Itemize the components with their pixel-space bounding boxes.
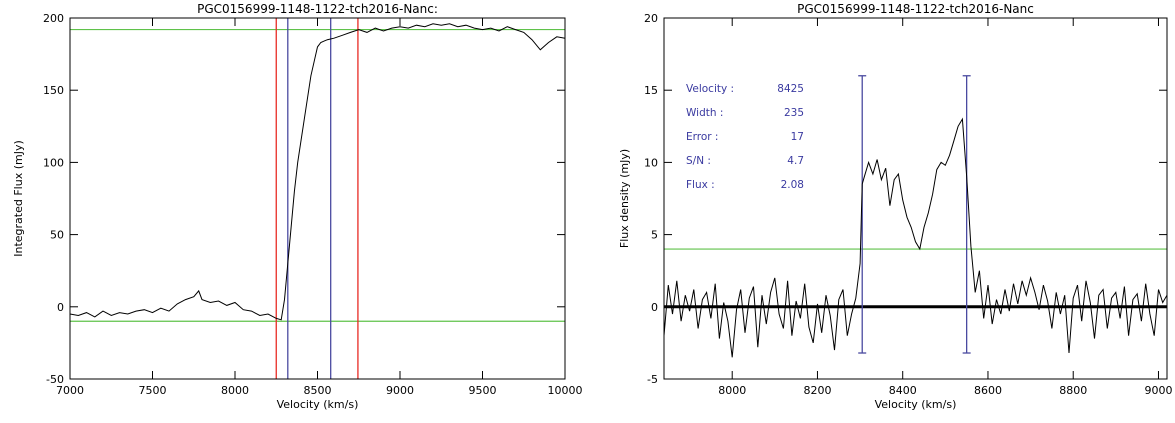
annotation-value: 2.08 bbox=[781, 179, 804, 191]
x-tick-label: 8800 bbox=[1059, 384, 1087, 397]
x-axis-label: Velocity (km/s) bbox=[277, 398, 359, 411]
integrated-flux-chart: PGC0156999-1148-1122-tch2016-Nanc: 7000 75… bbox=[12, 2, 583, 411]
annotation-label: Error : bbox=[686, 131, 718, 143]
annotation-value: 17 bbox=[791, 131, 804, 143]
x-tick-label: 8000 bbox=[221, 384, 249, 397]
y-axis-label: Flux density (mJy) bbox=[618, 149, 631, 248]
annotation-value: 8425 bbox=[777, 83, 804, 95]
annotation-value: 235 bbox=[784, 107, 804, 119]
y-tick-label: 0 bbox=[57, 301, 64, 314]
x-axis-label: Velocity (km/s) bbox=[875, 398, 957, 411]
y-tick-label: 200 bbox=[43, 12, 64, 25]
data-series-line bbox=[69, 23, 566, 321]
plot-frame bbox=[663, 17, 1168, 380]
y-tick-label: 150 bbox=[43, 84, 64, 97]
x-tick-label: 8000 bbox=[718, 384, 746, 397]
annotation-label: Width : bbox=[686, 107, 723, 119]
annotation-label: Flux : bbox=[686, 179, 715, 191]
x-tick-label: 7500 bbox=[139, 384, 167, 397]
x-tick-label: 9000 bbox=[386, 384, 414, 397]
annotation-label: S/N : bbox=[686, 155, 711, 167]
y-tick-label: -50 bbox=[46, 373, 64, 386]
x-tick-label: 9000 bbox=[1144, 384, 1172, 397]
y-tick-label: 100 bbox=[43, 156, 64, 169]
y-axis-label: Integrated Flux (mJy) bbox=[12, 140, 25, 257]
y-tick-label: 0 bbox=[651, 301, 658, 314]
y-tick-label: 5 bbox=[651, 229, 658, 242]
x-tick-label: 8200 bbox=[803, 384, 831, 397]
annotation-value: 4.7 bbox=[787, 155, 804, 167]
x-tick-label: 8600 bbox=[974, 384, 1002, 397]
y-tick-label: 10 bbox=[644, 156, 658, 169]
annotation-label: Velocity : bbox=[686, 83, 734, 95]
x-tick-label: 9500 bbox=[469, 384, 497, 397]
y-tick-label: -5 bbox=[647, 373, 658, 386]
flux-density-chart: PGC0156999-1148-1122-tch2016-Nanc 8000 820… bbox=[618, 2, 1172, 411]
data-series-line bbox=[663, 117, 1168, 358]
x-tick-label: 8500 bbox=[304, 384, 332, 397]
chart-title: PGC0156999-1148-1122-tch2016-Nanc bbox=[797, 2, 1034, 16]
x-tick-label: 10000 bbox=[548, 384, 583, 397]
chart-title: PGC0156999-1148-1122-tch2016-Nanc: bbox=[197, 2, 438, 16]
plot-frame bbox=[69, 17, 566, 380]
x-tick-label: 8400 bbox=[889, 384, 917, 397]
y-tick-label: 20 bbox=[644, 12, 658, 25]
y-tick-label: 50 bbox=[50, 229, 64, 242]
y-tick-label: 15 bbox=[644, 84, 658, 97]
x-tick-label: 7000 bbox=[56, 384, 84, 397]
